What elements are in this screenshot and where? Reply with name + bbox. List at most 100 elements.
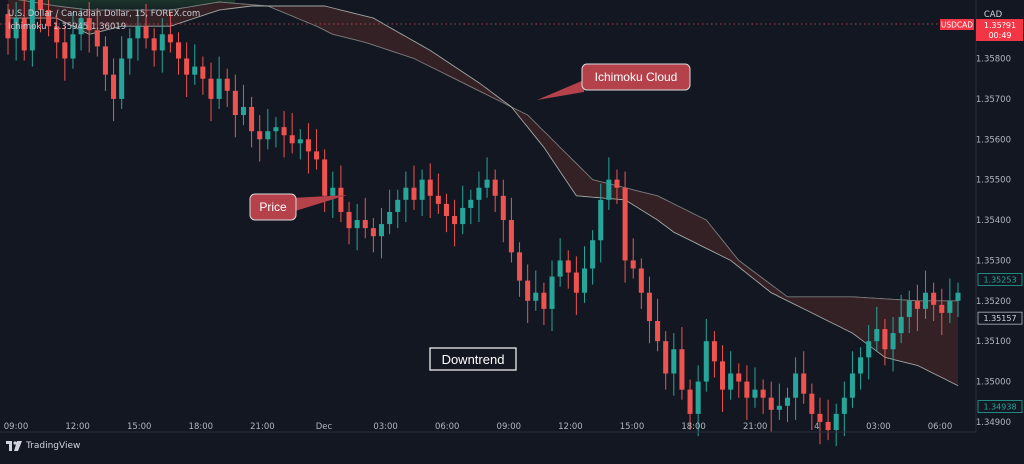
candle (760, 379, 766, 414)
candle (37, 0, 43, 33)
candle (728, 351, 734, 400)
tradingview-branding[interactable]: TradingView (6, 441, 80, 451)
price-tick-label: 1.35800 (976, 55, 1011, 65)
indicator-name: Ichimoku (8, 22, 47, 32)
candle (703, 318, 709, 392)
candle-body (565, 260, 571, 273)
candle-body (841, 397, 847, 414)
candle-body (240, 106, 246, 116)
price-tag-value: 1.34938 (983, 403, 1016, 412)
candle-body (362, 220, 368, 229)
candle-body (557, 260, 563, 277)
candle (557, 238, 563, 287)
candle-body (760, 389, 766, 398)
candle-body (858, 357, 864, 374)
candle (216, 56, 222, 109)
time-tick-label: 12:00 (65, 422, 90, 432)
candle-body (395, 199, 401, 212)
candle (21, 0, 27, 61)
candle-body (249, 106, 255, 132)
candle (858, 347, 864, 390)
candle (508, 197, 514, 263)
symbol-line: U.S. Dollar / Canadian Dollar, 15, FOREX… (8, 9, 201, 19)
candle (687, 379, 693, 431)
candle-body (679, 349, 685, 390)
price-tag (977, 311, 1023, 325)
candle-body (728, 373, 734, 390)
candle-body (476, 187, 482, 200)
candle-body (151, 38, 157, 51)
candle-body (297, 139, 303, 144)
indicator-line: Ichimoku 1.35945 1.36019 (8, 21, 200, 34)
candle (184, 42, 190, 97)
candle-body (62, 42, 68, 59)
candle-body (776, 405, 782, 410)
chart-legend[interactable]: U.S. Dollar / Canadian Dollar, 15, FOREX… (8, 8, 200, 34)
candle-body (630, 260, 636, 269)
candle-body (703, 341, 709, 382)
candle-body (273, 127, 279, 132)
time-tick-label: 21:00 (743, 422, 768, 432)
candle (874, 306, 880, 352)
candle (809, 383, 815, 431)
candle-body (655, 320, 661, 342)
candle (679, 327, 685, 400)
candle-body (914, 300, 920, 309)
tradingview-logo-icon (6, 441, 22, 451)
candle (914, 284, 920, 332)
candle-body (192, 66, 198, 75)
candle (533, 270, 539, 311)
candle-body (768, 397, 774, 410)
candle (143, 4, 149, 49)
candle (119, 36, 125, 109)
symbol-badge-text: USDCAD (941, 21, 973, 30)
time-tick-label: 15:00 (127, 422, 152, 432)
candle-body (736, 373, 742, 382)
candle (232, 74, 238, 138)
candle (630, 238, 636, 279)
candle (395, 189, 401, 229)
candle (793, 357, 799, 420)
downtrend-label-box: Downtrend (429, 347, 517, 371)
candle (86, 1, 92, 53)
candle-body (54, 26, 60, 43)
candle (387, 189, 393, 235)
candle (833, 403, 839, 447)
candle-body (5, 14, 11, 39)
candle-body (817, 413, 823, 422)
candle (378, 207, 385, 259)
candle (525, 264, 531, 324)
last-price-tag-value: 1.35?91 (984, 21, 1016, 30)
time-tick-label: 03:00 (866, 422, 891, 432)
time-tick-label: 06:00 (435, 422, 460, 432)
time-axis[interactable]: 09:00 12:00 15:00 18:00 21:00 Dec 03:00 06:00 09… (4, 422, 953, 432)
candle (890, 316, 896, 372)
price-axis[interactable]: 1.34900 1.35000 1.35100 1.35200 1.35300 1.354… (940, 10, 1023, 428)
candle-body (825, 421, 831, 431)
cloud-fill-bullish (8, 0, 236, 11)
price-tick-label: 1.35100 (976, 337, 1011, 347)
candle-body (119, 58, 125, 99)
candle-body (590, 240, 596, 269)
candle-body (460, 207, 466, 225)
candle (898, 294, 904, 344)
candle-body (378, 224, 385, 237)
candle (825, 399, 831, 441)
candle-body (46, 10, 52, 27)
candle (476, 171, 482, 223)
candle (671, 333, 677, 396)
candle-body (525, 280, 531, 301)
senkou-span-b-line (17, 0, 958, 302)
candle (224, 68, 230, 107)
candle (159, 18, 165, 73)
candle-body (809, 393, 815, 414)
candle-body (955, 292, 961, 301)
candle-body (801, 373, 807, 394)
candle (435, 173, 441, 214)
candle (866, 325, 872, 380)
candle (517, 242, 523, 297)
candle (939, 288, 945, 336)
candle-body (931, 292, 937, 305)
